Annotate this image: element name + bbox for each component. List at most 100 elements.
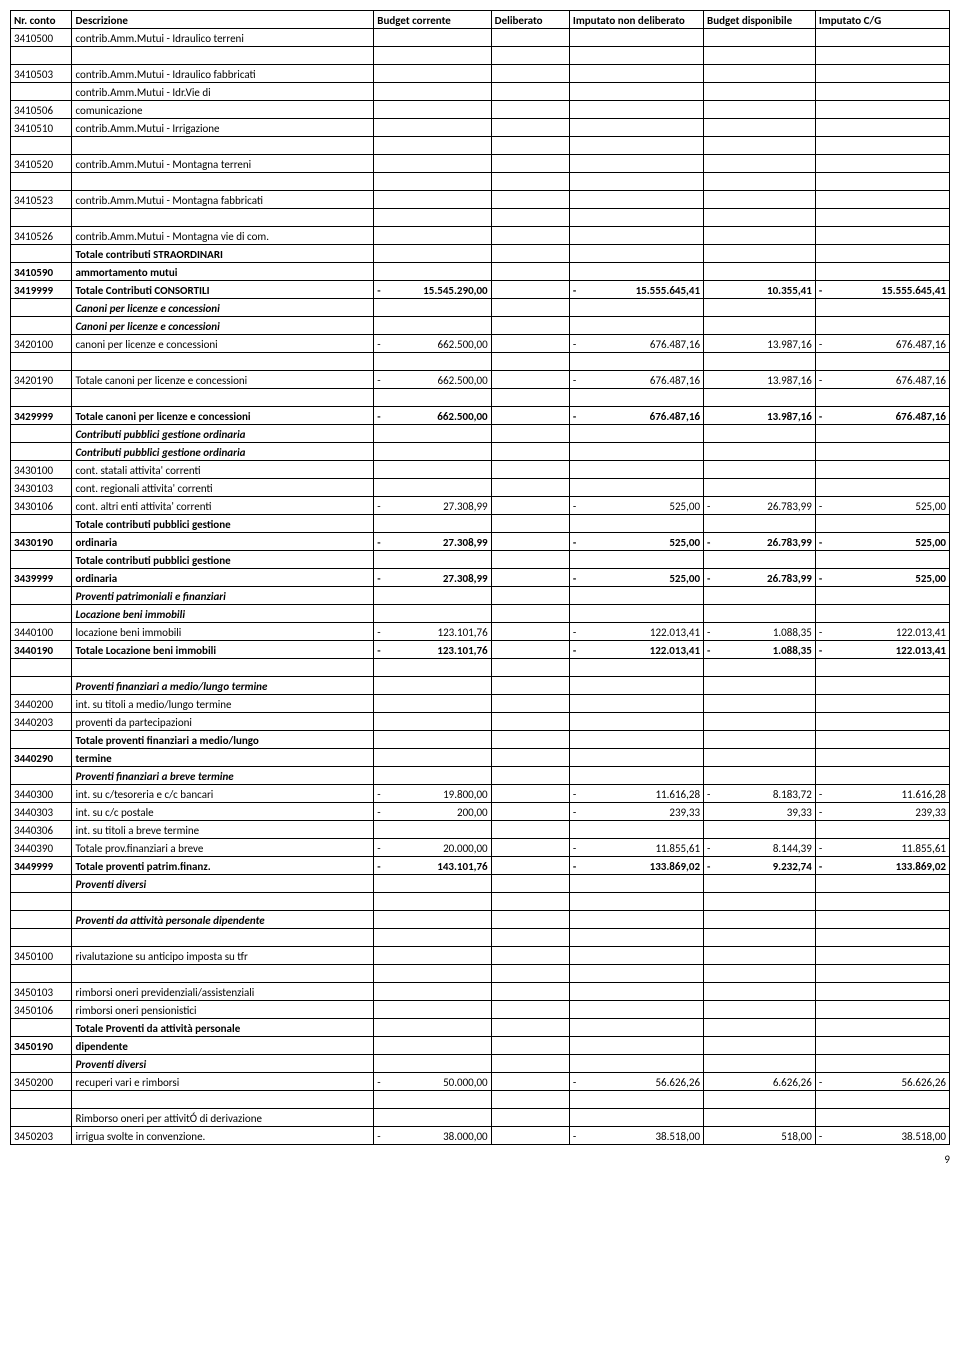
table-cell: [569, 83, 703, 101]
table-cell: [815, 209, 949, 227]
table-cell: -676.487,16: [815, 335, 949, 353]
table-cell: [569, 965, 703, 983]
table-cell: [491, 1109, 569, 1127]
table-cell: [815, 515, 949, 533]
table-cell: [569, 983, 703, 1001]
table-cell: [704, 101, 816, 119]
table-cell-desc: Totale canoni per licenze e concessioni: [72, 371, 374, 389]
table-cell: [491, 299, 569, 317]
table-cell-nr: [11, 1019, 72, 1037]
table-row: 3430106cont. altri enti attivita' corren…: [11, 497, 950, 515]
table-cell: [11, 1091, 72, 1109]
table-cell-desc: Proventi patrimoniali e finanziari: [72, 587, 374, 605]
table-cell: [72, 893, 374, 911]
table-cell: [491, 1055, 569, 1073]
table-cell: [704, 29, 816, 47]
table-cell: [704, 929, 816, 947]
table-cell-desc: contrib.Amm.Mutui - Irrigazione: [72, 119, 374, 137]
table-cell: 6.626,26: [704, 1073, 816, 1091]
table-cell-desc: termine: [72, 749, 374, 767]
table-cell: -676.487,16: [815, 371, 949, 389]
table-cell: [815, 605, 949, 623]
table-row: 3430190ordinaria-27.308,99-525,00-26.783…: [11, 533, 950, 551]
table-cell: [569, 713, 703, 731]
table-cell: [491, 551, 569, 569]
table-row: 3440203proventi da partecipazioni: [11, 713, 950, 731]
table-cell: [569, 65, 703, 83]
table-cell-desc: cont. regionali attivita' correnti: [72, 479, 374, 497]
table-cell: [815, 173, 949, 191]
table-cell: -239,33: [815, 803, 949, 821]
table-cell-nr: 3410503: [11, 65, 72, 83]
table-cell: 13.987,16: [704, 371, 816, 389]
table-cell: [704, 821, 816, 839]
table-cell-desc: proventi da partecipazioni: [72, 713, 374, 731]
table-cell: [815, 1001, 949, 1019]
table-cell-nr: [11, 515, 72, 533]
table-row: Canoni per licenze e concessioni: [11, 317, 950, 335]
table-cell-desc: Proventi finanziari a breve termine: [72, 767, 374, 785]
table-row: 3430103cont. regionali attivita' corrent…: [11, 479, 950, 497]
table-cell: [704, 389, 816, 407]
table-cell: [491, 659, 569, 677]
table-cell-desc: cont. statali attivita' correnti: [72, 461, 374, 479]
table-cell-desc: Totale proventi finanziari a medio/lungo: [72, 731, 374, 749]
table-cell: [374, 821, 491, 839]
table-cell: -122.013,41: [569, 641, 703, 659]
table-cell: [374, 1001, 491, 1019]
table-cell: [569, 227, 703, 245]
table-cell: -11.855,61: [569, 839, 703, 857]
table-cell: [374, 155, 491, 173]
table-cell: [491, 1001, 569, 1019]
table-cell: -123.101,76: [374, 623, 491, 641]
table-cell: [815, 731, 949, 749]
table-cell: [374, 875, 491, 893]
table-cell: 518,00: [704, 1127, 816, 1145]
table-cell: [491, 533, 569, 551]
table-cell-desc: Canoni per licenze e concessioni: [72, 299, 374, 317]
table-cell: [569, 173, 703, 191]
table-cell: [815, 587, 949, 605]
table-cell: [704, 1091, 816, 1109]
table-cell: -133.869,02: [815, 857, 949, 875]
table-cell-nr: [11, 587, 72, 605]
table-cell: [491, 227, 569, 245]
table-cell: [374, 947, 491, 965]
table-cell-desc: contrib.Amm.Mutui - Montagna terreni: [72, 155, 374, 173]
table-cell: [11, 965, 72, 983]
table-cell: [815, 29, 949, 47]
table-cell-nr: [11, 317, 72, 335]
table-cell: [815, 875, 949, 893]
table-cell: [374, 209, 491, 227]
table-cell: [374, 587, 491, 605]
table-cell: -8.183,72: [704, 785, 816, 803]
table-cell: [815, 1109, 949, 1127]
table-cell: [374, 983, 491, 1001]
table-cell-nr: 3450106: [11, 1001, 72, 1019]
table-cell-nr: 3430106: [11, 497, 72, 515]
table-cell: [569, 191, 703, 209]
table-cell: -122.013,41: [569, 623, 703, 641]
table-cell: -662.500,00: [374, 407, 491, 425]
table-row: 3410590ammortamento mutui: [11, 263, 950, 281]
table-cell: 39,33: [704, 803, 816, 821]
table-cell-desc: Locazione beni immobili: [72, 605, 374, 623]
table-cell: [704, 551, 816, 569]
table-cell: [491, 821, 569, 839]
table-cell: [491, 29, 569, 47]
table-cell: [11, 353, 72, 371]
table-cell: [704, 245, 816, 263]
table-cell: [815, 83, 949, 101]
table-cell: -122.013,41: [815, 641, 949, 659]
table-cell: -525,00: [569, 569, 703, 587]
table-cell: [72, 353, 374, 371]
table-row: 3440290termine: [11, 749, 950, 767]
table-cell: [374, 893, 491, 911]
table-row: [11, 659, 950, 677]
table-cell: [569, 1037, 703, 1055]
table-cell: -676.487,16: [569, 371, 703, 389]
table-row: Totale contributi pubblici gestione: [11, 515, 950, 533]
table-cell: [815, 1055, 949, 1073]
table-cell: -27.308,99: [374, 497, 491, 515]
table-cell: -20.000,00: [374, 839, 491, 857]
